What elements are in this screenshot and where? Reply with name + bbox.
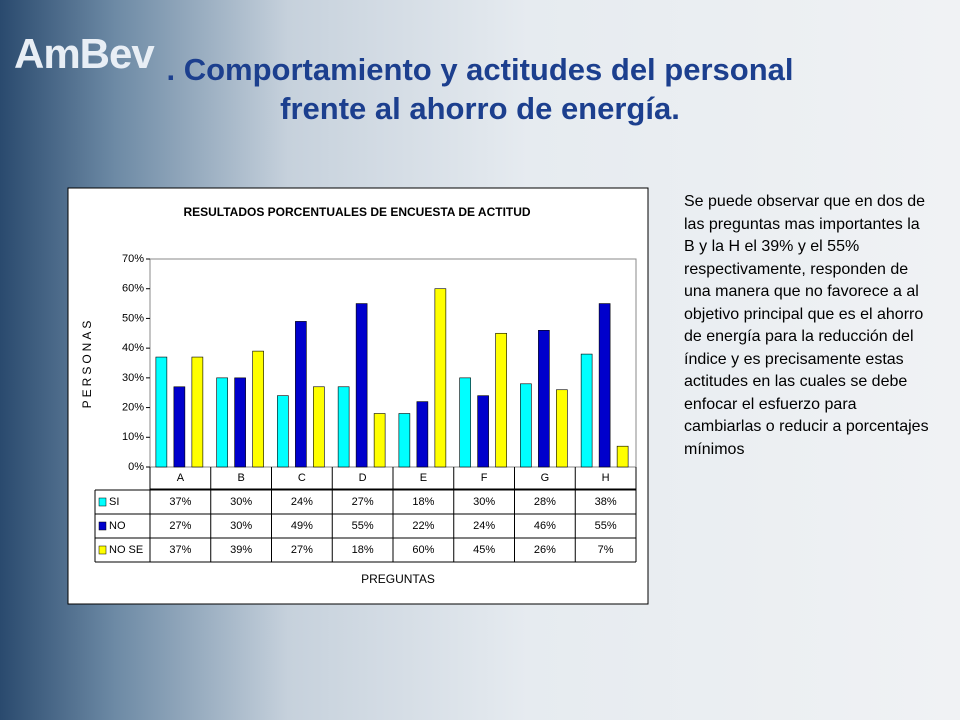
x-tick-label: A [177,472,185,484]
data-label: 30% [473,496,495,508]
bar [173,386,186,468]
y-tick-label: 70% [122,253,144,265]
data-label: 30% [230,520,252,532]
bar [434,288,447,468]
data-label: 24% [291,496,313,508]
bar [616,445,629,468]
body-text: Se puede observar que en dos de las preg… [684,193,929,458]
bar [580,353,593,468]
bar [520,383,532,468]
bar [556,389,568,468]
legend-swatch [98,545,107,555]
slide-title: . Comportamiento y actitudes del persona… [60,50,900,128]
bar [459,377,471,468]
x-tick-label: E [420,472,427,484]
data-label: 24% [473,520,495,532]
bar [416,401,429,468]
legend-swatch [98,521,107,531]
legend-label: NO SE [109,544,143,556]
bar [252,350,264,468]
y-tick-label: 10% [122,431,144,443]
data-label: 37% [169,544,191,556]
bar [598,303,611,468]
bar [398,413,411,468]
data-label: 39% [230,544,252,556]
bar [155,356,168,468]
data-label: 38% [595,496,617,508]
bar [355,303,368,468]
x-axis-label: PREGUNTAS [361,572,435,586]
data-label: 37% [169,496,191,508]
bar [373,413,386,468]
y-tick-label: 50% [122,312,144,324]
x-tick-label: C [298,472,306,484]
bar [337,386,350,468]
y-tick-label: 30% [122,372,144,384]
data-label: 55% [595,520,617,532]
data-label: 27% [352,496,374,508]
x-tick-label: B [237,472,244,484]
bar [313,386,325,468]
data-label: 45% [473,544,495,556]
bar [538,330,550,468]
data-label: 27% [291,544,313,556]
data-label: 27% [169,520,191,532]
data-label: 60% [412,544,434,556]
legend-swatch [98,497,107,507]
bar [295,321,307,468]
x-tick-label: G [541,472,550,484]
title-line: . Comportamiento y actitudes del persona… [166,52,794,87]
bar [277,395,289,468]
data-label: 26% [534,544,556,556]
x-tick-label: F [481,472,488,484]
y-tick-label: 0% [128,461,144,473]
logo: AmBev [14,30,155,77]
y-axis-label: PERSONAS [80,318,94,409]
data-label: 55% [352,520,374,532]
y-tick-label: 40% [122,342,144,354]
bar [495,332,507,468]
chart-title: RESULTADOS PORCENTUALES DE ENCUESTA DE A… [183,205,530,219]
data-label: 18% [352,544,374,556]
bar [477,395,489,468]
y-tick-label: 60% [122,283,144,295]
bar [191,356,204,468]
y-tick-label: 20% [122,401,144,413]
x-tick-label: D [359,472,367,484]
bar [234,377,246,468]
data-label: 28% [534,496,556,508]
data-label: 22% [412,520,434,532]
data-label: 49% [291,520,313,532]
legend-label: SI [109,496,119,508]
x-tick-label: H [602,472,610,484]
data-label: 30% [230,496,252,508]
bar [216,377,228,468]
data-label: 18% [412,496,434,508]
data-label: 7% [598,544,614,556]
legend-label: NO [109,520,126,532]
data-label: 46% [534,520,556,532]
title-line: frente al ahorro de energía. [280,91,680,126]
